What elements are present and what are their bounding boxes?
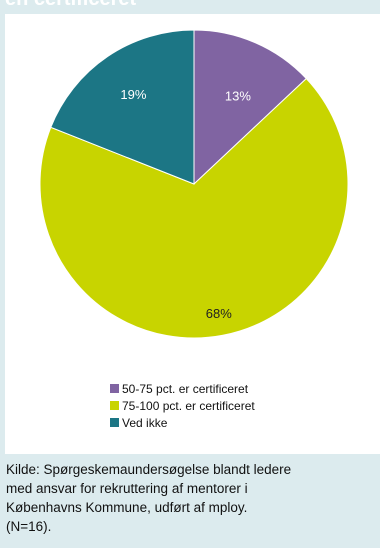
pie-slice-2 bbox=[50, 29, 195, 185]
legend-swatch bbox=[110, 418, 119, 427]
slice-data-label-1: 68% bbox=[206, 306, 232, 321]
pie-chart: 13% 68% 19% bbox=[39, 29, 349, 339]
legend-swatch bbox=[110, 384, 119, 393]
legend-label: 50-75 pct. er certificeret bbox=[122, 381, 249, 396]
legend-item-50-75: 50-75 pct. er certificeret bbox=[110, 380, 255, 397]
caption-line: med ansvar for rekruttering af mentorer … bbox=[6, 481, 248, 496]
legend-item-ved-ikke: Ved ikke bbox=[110, 414, 255, 431]
pie-slice-0 bbox=[193, 29, 307, 186]
slice-data-label-2: 19% bbox=[120, 87, 146, 102]
chart-legend: 50-75 pct. er certificeret 75-100 pct. e… bbox=[110, 380, 255, 431]
chart-area: 13% 68% 19% bbox=[5, 14, 380, 454]
legend-swatch bbox=[110, 401, 119, 410]
caption-line: (N=16). bbox=[6, 519, 52, 534]
pie-slice-1 bbox=[39, 77, 349, 339]
caption-line: Kilde: Spørgeskemaundersøgelse blandt le… bbox=[6, 462, 292, 477]
legend-item-75-100: 75-100 pct. er certificeret bbox=[110, 397, 255, 414]
figure-title: en certificeret bbox=[5, 0, 136, 11]
caption-line: Københavns Kommune, udført af mploy. bbox=[6, 500, 248, 515]
legend-label: Ved ikke bbox=[122, 415, 168, 430]
legend-label: 75-100 pct. er certificeret bbox=[122, 398, 255, 413]
slice-data-label-0: 13% bbox=[225, 88, 251, 103]
source-caption: Kilde: Spørgeskemaundersøgelse blandt le… bbox=[6, 460, 371, 536]
